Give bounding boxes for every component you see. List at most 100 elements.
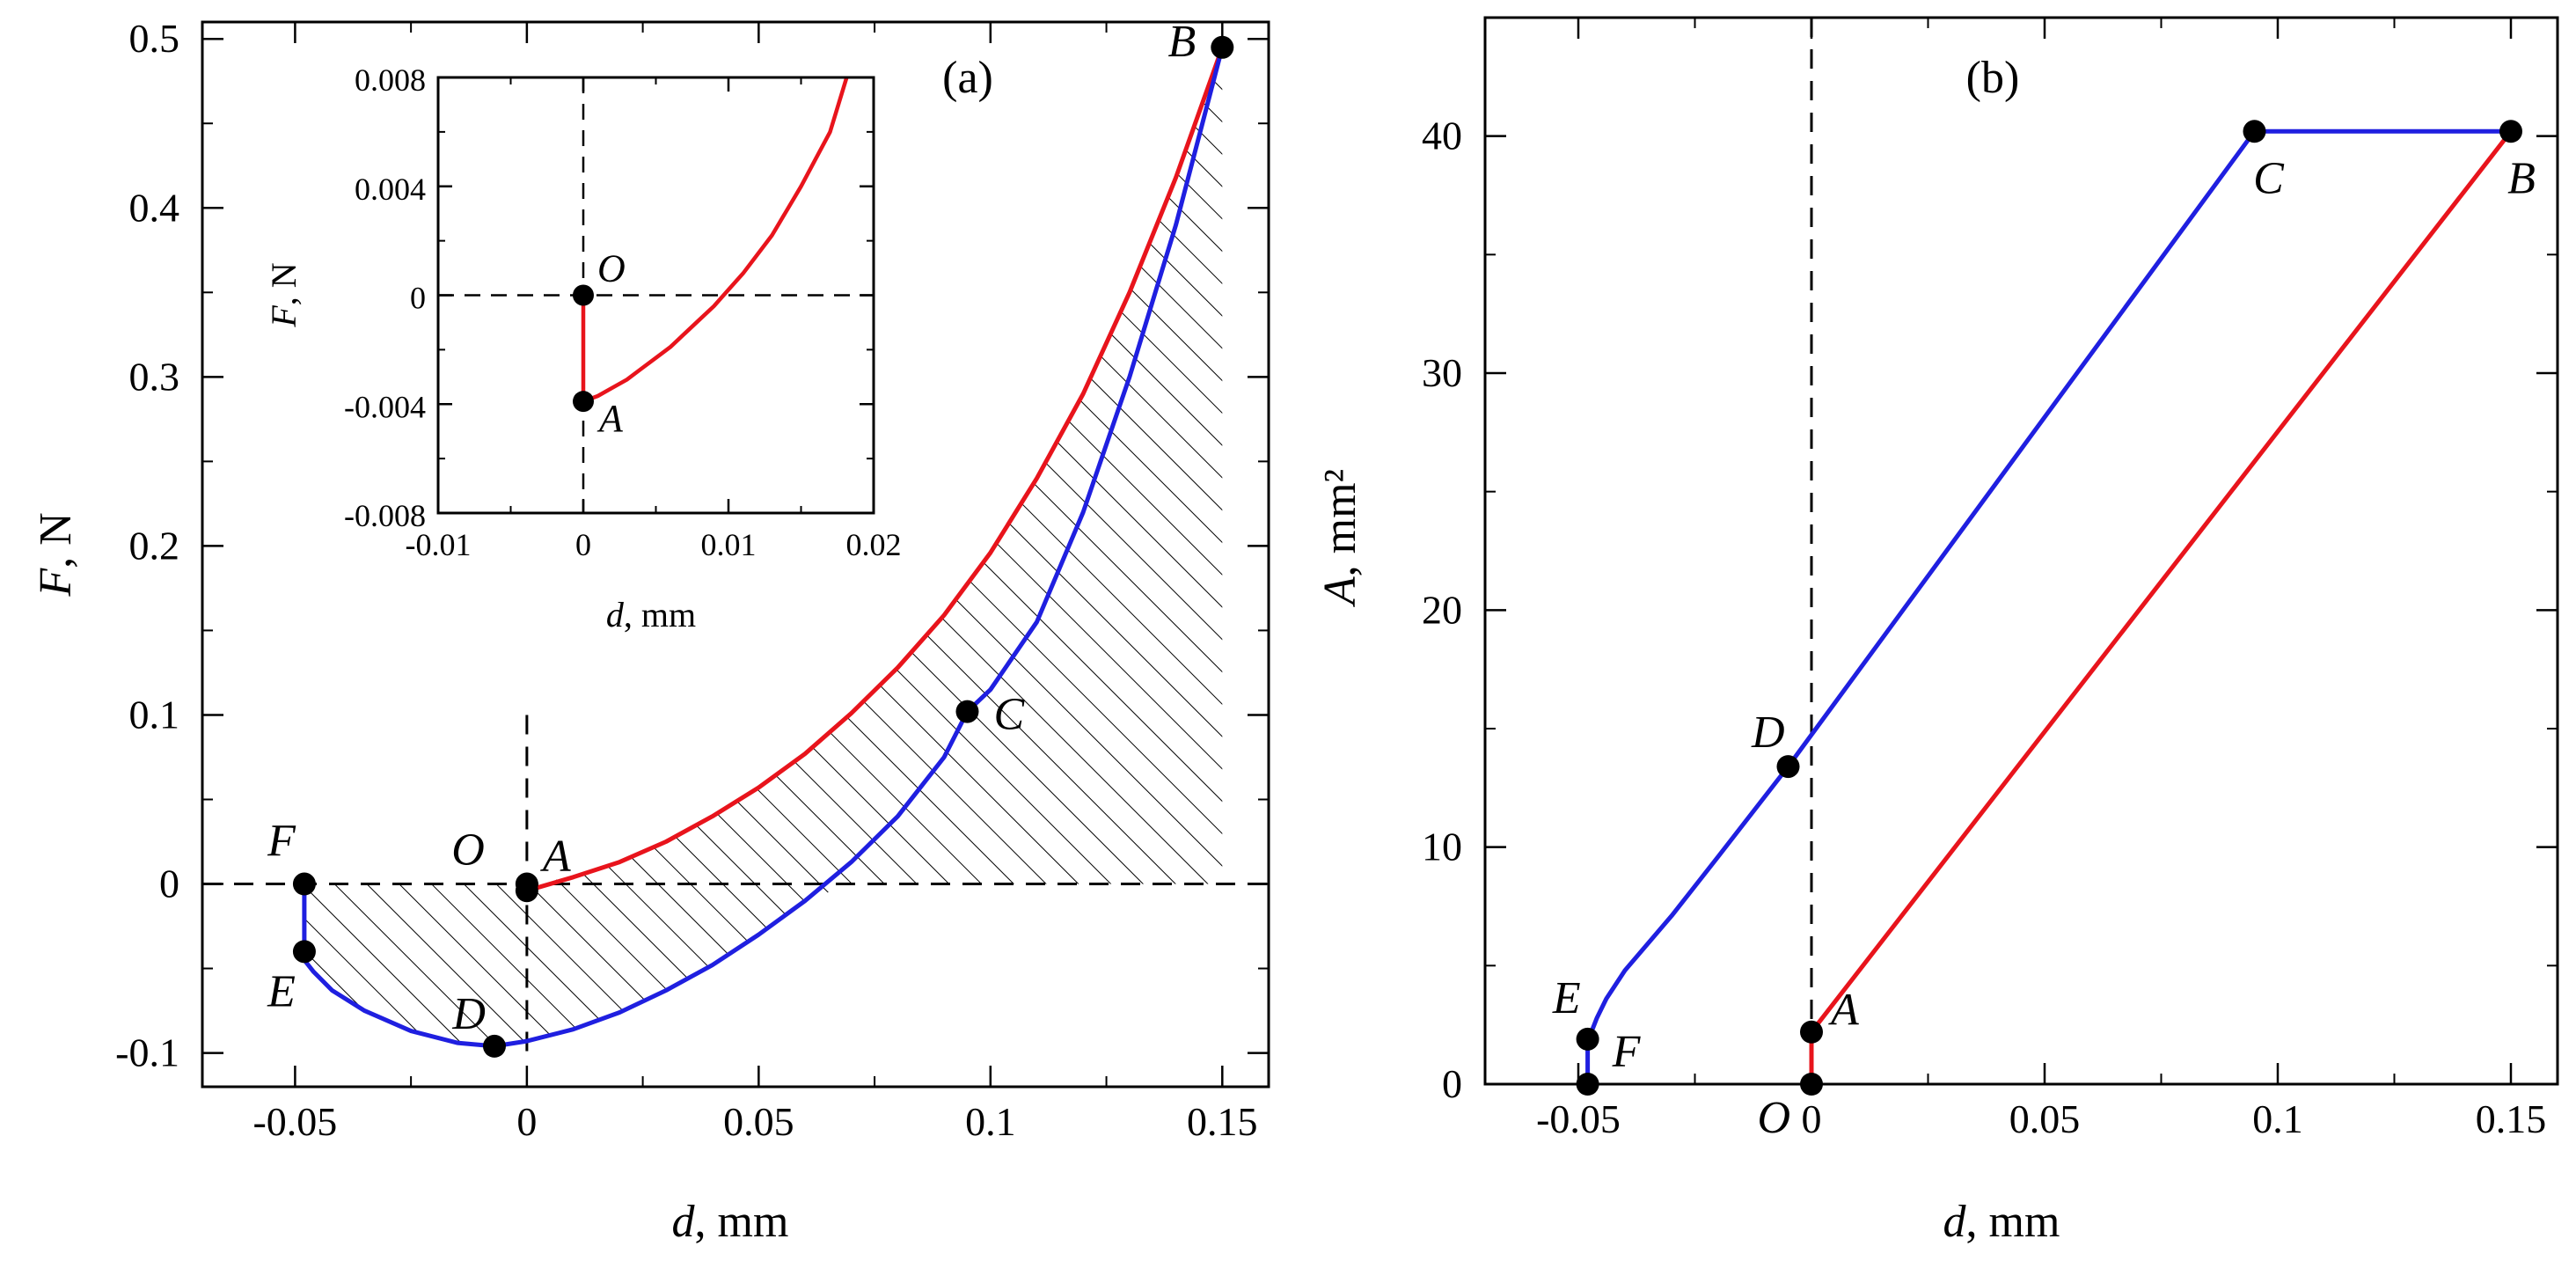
panel-b-frame bbox=[1483, 16, 2559, 1086]
panel-b-points: O A B C D EF bbox=[1552, 120, 2536, 1143]
panel-b-ytick-label: 20 bbox=[1422, 587, 1462, 632]
panel-b-curves bbox=[1585, 128, 2513, 1084]
panel-a-point-F bbox=[292, 872, 316, 896]
panel-a-xlabel-var: d bbox=[672, 1197, 696, 1247]
inset-xlabel: d, mm bbox=[606, 595, 696, 634]
panel-a-xtick-label: 0.05 bbox=[723, 1099, 794, 1144]
panel-b: -0.05 0 0.05 0.1 0.15 0 10 20 30 40 O A B C D EF (b) d… bbox=[1315, 16, 2559, 1247]
inset-curves bbox=[581, 77, 849, 404]
panel-b-xlabel-unit: , mm bbox=[1966, 1197, 2060, 1247]
inset-point-A bbox=[573, 391, 594, 413]
inset-xtick-label: 0 bbox=[575, 527, 591, 562]
panel-a-point-label-A: A bbox=[540, 832, 571, 882]
panel-a-xtick-label: 0 bbox=[516, 1099, 537, 1144]
panel-a-ytick-label: -0.1 bbox=[115, 1030, 179, 1075]
inset-ylabel-var: F bbox=[264, 305, 304, 328]
panel-b-xtick-label: 0.05 bbox=[2009, 1096, 2081, 1141]
panel-b-point-label-F: F bbox=[1612, 1027, 1642, 1077]
panel-a-ytick-label: 0.1 bbox=[129, 692, 180, 737]
panel-b-ytick-label: 10 bbox=[1422, 825, 1462, 869]
panel-b-ytick-label: 0 bbox=[1442, 1061, 1462, 1106]
panel-a-frame bbox=[201, 20, 1270, 1089]
panel-a-ylabel-var: F bbox=[31, 568, 81, 598]
panel-b-ylabel-unit: , mm² bbox=[1315, 469, 1365, 576]
inset-xlabel-unit: , mm bbox=[624, 595, 696, 634]
inset-xtick-label: -0.01 bbox=[406, 527, 472, 562]
panel-b-ytick-label: 30 bbox=[1422, 350, 1462, 395]
panel-a-ylabel: F, N bbox=[31, 512, 81, 597]
panel-a-xlabel-unit: , mm bbox=[695, 1197, 789, 1247]
inset-ytick-label: -0.004 bbox=[344, 389, 426, 424]
inset-ylabel: F, N bbox=[264, 262, 304, 327]
hysteresis-hatched-area bbox=[304, 47, 1223, 1046]
panel-a-xtick-label: 0.15 bbox=[1187, 1099, 1258, 1144]
hysteresis-area-hatch bbox=[304, 47, 1223, 1046]
inset-ytick-label: -0.008 bbox=[344, 498, 426, 533]
panel-a-point-E bbox=[292, 940, 316, 964]
panel-a-point-label-F: F bbox=[267, 817, 296, 867]
panel-b-point-label-O: O bbox=[1757, 1093, 1790, 1143]
panel-a-point-D bbox=[482, 1034, 506, 1058]
panel-a-ylabel-unit: , N bbox=[31, 512, 81, 568]
panel-b-point-label-C: C bbox=[2253, 153, 2285, 203]
inset-frame bbox=[436, 76, 875, 515]
panel-b-point-A bbox=[1800, 1020, 1823, 1044]
panel-b-ticks: -0.05 0 0.05 0.1 0.15 0 10 20 30 40 bbox=[1422, 18, 2558, 1141]
panel-a-inset: -0.01 0 0.01 0.02 -0.008 -0.004 0 0.004 0.008 OA… bbox=[264, 62, 902, 634]
panel-a-label: (a) bbox=[942, 53, 993, 103]
panel-a-ytick-label: 0 bbox=[159, 861, 179, 906]
inset-ylabel-unit: , N bbox=[264, 262, 304, 305]
panel-b-xlabel: d, mm bbox=[1943, 1197, 2060, 1247]
panel-b-xtick-label: 0.1 bbox=[2252, 1096, 2303, 1141]
panel-a-xtick-label: 0.1 bbox=[965, 1099, 1016, 1144]
inset-xtick-label: 0.02 bbox=[846, 527, 902, 562]
panel-a-point-label-D: D bbox=[451, 989, 486, 1039]
panel-b-curve-unloading bbox=[1585, 128, 2511, 1084]
panel-b-ylabel: A, mm² bbox=[1315, 469, 1365, 607]
panel-b-point-D bbox=[1776, 755, 1800, 779]
inset-points: OA bbox=[573, 247, 626, 440]
panel-b-label: (b) bbox=[1966, 53, 2020, 103]
panel-b-point-B bbox=[2499, 120, 2522, 143]
panel-b-point-E bbox=[1576, 1027, 1599, 1051]
panel-a-ytick-label: 0.5 bbox=[129, 16, 180, 61]
panel-a-curve-unloading bbox=[302, 47, 1225, 1049]
panel-a-point-label-B: B bbox=[1168, 17, 1197, 67]
panel-a-point-C bbox=[955, 700, 979, 723]
panel-a-xlabel: d, mm bbox=[672, 1197, 789, 1247]
panel-a-curves bbox=[302, 46, 1225, 1049]
inset-ytick-label: 0 bbox=[410, 281, 426, 316]
panel-a-point-A bbox=[515, 879, 538, 903]
panel-b-point-label-A: A bbox=[1828, 986, 1859, 1036]
panel-b-point-label-B: B bbox=[2507, 153, 2536, 203]
panel-a-point-label-C: C bbox=[993, 690, 1025, 740]
panel-a-ytick-label: 0.4 bbox=[129, 185, 180, 230]
panel-a-ticks: -0.05 0 0.05 0.1 0.15 -0.1 0 0.1 0.2 0.3 0.4 0.5 bbox=[115, 16, 1269, 1144]
panel-a-point-label-O: O bbox=[451, 825, 485, 876]
inset-point-label-A: A bbox=[596, 397, 624, 440]
panel-b-curve-loading bbox=[1809, 129, 2513, 1084]
panel-b-point-label-E: E bbox=[1552, 973, 1581, 1023]
panel-b-xtick-label: 0 bbox=[1802, 1096, 1822, 1141]
panel-b-ytick-label: 40 bbox=[1422, 114, 1462, 158]
panel-a-point-label-E: E bbox=[267, 966, 296, 1016]
panel-a-ytick-label: 0.3 bbox=[129, 354, 180, 399]
inset-ytick-label: 0.008 bbox=[355, 62, 426, 98]
panel-b-ylabel-var: A bbox=[1315, 576, 1365, 607]
panel-a-point-B bbox=[1211, 35, 1234, 59]
inset-ytick-label: 0.004 bbox=[355, 172, 426, 207]
panel-a-xtick-label: -0.05 bbox=[252, 1099, 337, 1144]
panel-b-xtick-label: -0.05 bbox=[1536, 1096, 1621, 1141]
inset-xtick-label: 0.01 bbox=[701, 527, 757, 562]
panel-a-ytick-label: 0.2 bbox=[129, 523, 180, 568]
panel-b-point-C bbox=[2243, 120, 2266, 143]
inset-curve-loading bbox=[581, 77, 849, 404]
panel-b-xlabel-var: d bbox=[1943, 1197, 1967, 1247]
inset-xlabel-var: d bbox=[606, 595, 625, 634]
panel-b-point-label-D: D bbox=[1751, 707, 1785, 758]
panel-b-xtick-label: 0.15 bbox=[2476, 1096, 2547, 1141]
panel-a-curve-loading bbox=[526, 46, 1225, 893]
